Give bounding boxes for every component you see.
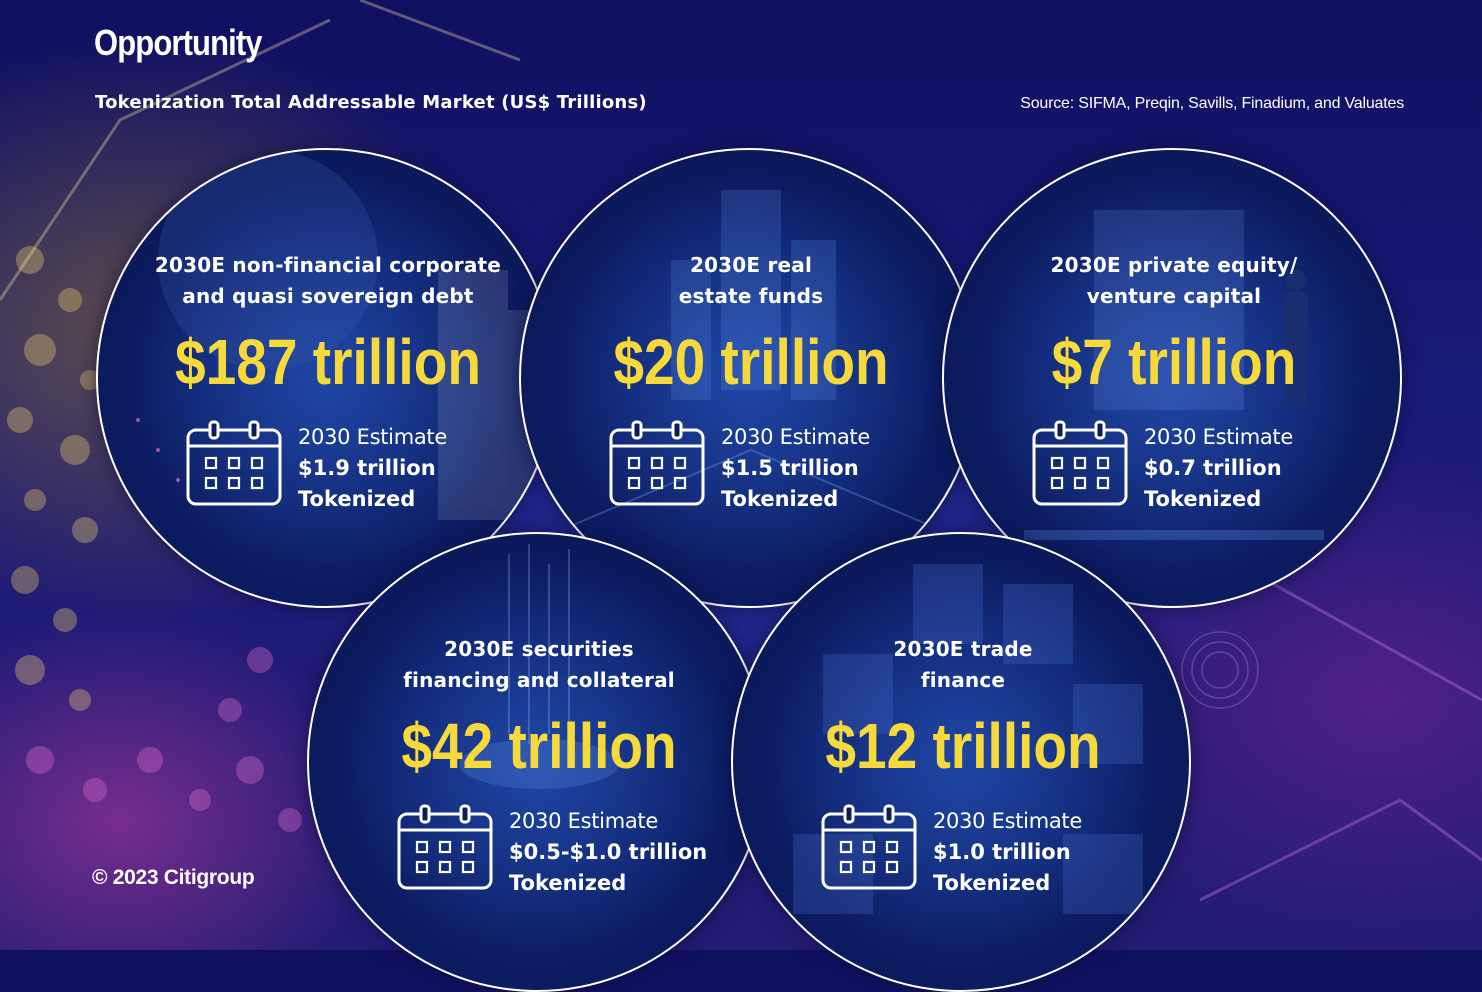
estimate-label: 2030 Estimate <box>298 425 447 449</box>
market-amount: $42 trillion <box>401 710 677 782</box>
market-heading-line1: 2030E private equity/ <box>1050 253 1298 277</box>
market-heading-line2: and quasi sovereign debt <box>182 284 474 308</box>
market-amount: $7 trillion <box>1051 326 1297 398</box>
market-heading-line1: 2030E real <box>689 253 813 277</box>
estimate-label: 2030 Estimate <box>721 425 870 449</box>
calendar-icon <box>821 804 917 890</box>
market-heading-line2: financing and collateral <box>403 668 675 692</box>
calendar-icon <box>609 420 705 506</box>
source-note: Source: SIFMA, Preqin, Savills, Finadium… <box>1020 95 1404 112</box>
market-amount: $20 trillion <box>613 326 889 398</box>
market-heading-line2: estate funds <box>678 284 824 308</box>
estimate-label: 2030 Estimate <box>1144 425 1293 449</box>
chart-subtitle: Tokenization Total Addressable Market (U… <box>95 92 647 113</box>
copyright-notice: © 2023 Citigroup <box>92 866 255 889</box>
market-amount: $12 trillion <box>825 710 1101 782</box>
estimate-label: 2030 Estimate <box>933 809 1082 833</box>
estimate-tag: Tokenized <box>1144 487 1262 511</box>
estimate-tag: Tokenized <box>933 871 1051 895</box>
estimate-label: 2030 Estimate <box>509 809 658 833</box>
estimate-value: $0.5-$1.0 trillion <box>509 840 708 864</box>
market-circle-trade-finance: 2030E trade finance $12 trillion 2030 Es… <box>731 532 1191 992</box>
market-circle-securities-financing: 2030E securities financing and collatera… <box>307 532 767 992</box>
estimate-value: $1.5 trillion <box>721 456 859 480</box>
market-heading-line1: 2030E non-financial corporate <box>154 253 502 277</box>
estimate-value: $1.9 trillion <box>298 456 436 480</box>
estimate-tag: Tokenized <box>721 487 839 511</box>
market-heading-line1: 2030E securities <box>444 637 634 661</box>
calendar-icon <box>1032 420 1128 506</box>
estimate-tag: Tokenized <box>298 487 416 511</box>
estimate-value: $1.0 trillion <box>933 840 1071 864</box>
market-amount: $187 trillion <box>175 326 481 398</box>
calendar-icon <box>186 420 282 506</box>
market-heading-line2: venture capital <box>1086 284 1262 308</box>
page-title: Opportunity <box>94 22 263 63</box>
calendar-icon <box>397 804 493 890</box>
estimate-tag: Tokenized <box>509 871 627 895</box>
estimate-value: $0.7 trillion <box>1144 456 1282 480</box>
market-heading-line1: 2030E trade <box>893 637 1033 661</box>
market-heading-line2: finance <box>920 668 1006 692</box>
